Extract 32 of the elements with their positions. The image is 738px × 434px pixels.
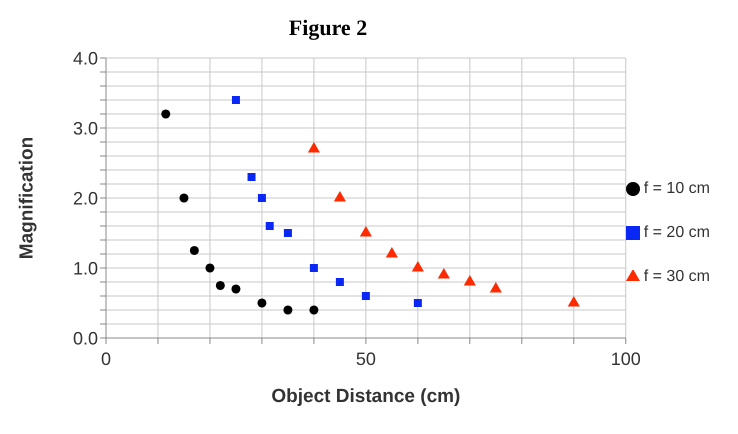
x-tick-label: 100 xyxy=(610,348,641,369)
point xyxy=(205,263,214,273)
y-tick-label: 1.0 xyxy=(72,258,98,278)
point xyxy=(284,229,292,237)
legend-label: f = 30 cm xyxy=(644,268,710,285)
legend-label: f = 10 cm xyxy=(644,180,710,197)
point xyxy=(414,299,422,307)
y-axis-title: Magnification xyxy=(16,136,38,260)
point xyxy=(283,305,292,315)
point xyxy=(266,222,274,230)
x-axis-title: Object Distance (cm) xyxy=(271,386,460,407)
point xyxy=(190,246,199,256)
point xyxy=(310,264,318,272)
y-tick-label: 2.0 xyxy=(72,188,98,208)
point xyxy=(257,298,266,308)
point xyxy=(216,280,225,290)
legend-label: f = 20 cm xyxy=(644,224,710,241)
y-tick-label: 3.0 xyxy=(72,118,98,138)
x-tick-label: 0 xyxy=(100,348,112,369)
point xyxy=(231,284,240,294)
point xyxy=(336,278,344,286)
point xyxy=(161,109,170,119)
x-tick-label: 50 xyxy=(356,348,376,369)
chart-title: Figure 2 xyxy=(288,14,368,42)
point xyxy=(248,173,256,181)
point xyxy=(258,194,266,202)
y-tick-label: 0.0 xyxy=(72,328,98,348)
point xyxy=(362,292,370,300)
point xyxy=(309,305,318,315)
y-tick-label: 4.0 xyxy=(72,48,98,68)
point xyxy=(232,96,240,104)
point xyxy=(179,193,188,203)
